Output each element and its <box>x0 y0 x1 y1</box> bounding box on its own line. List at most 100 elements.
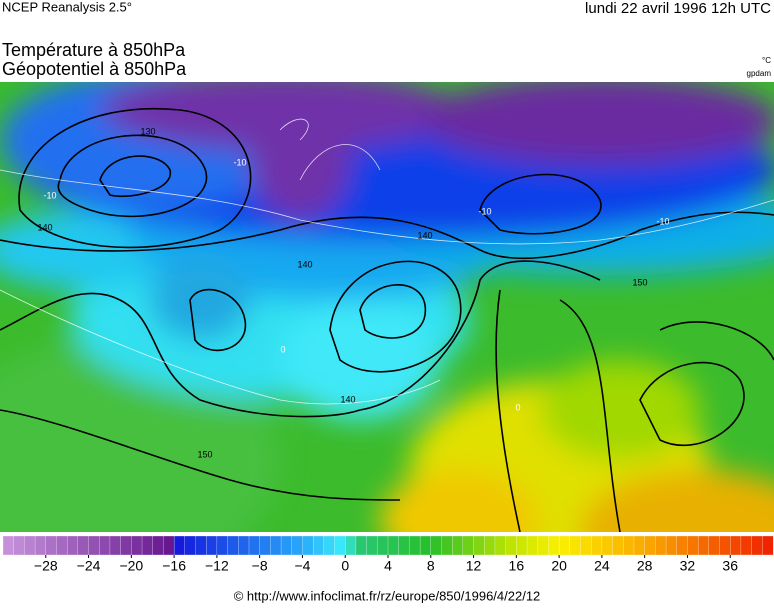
colorbar-cell <box>612 535 624 556</box>
colorbar-cell <box>473 535 485 556</box>
unit-temp: °C <box>762 56 771 65</box>
colorbar-cell <box>173 535 186 556</box>
colorbar-cell <box>623 535 635 556</box>
colorbar-cell <box>152 535 164 556</box>
colorbar-cell <box>484 535 496 556</box>
colorbar-cell <box>601 535 614 556</box>
credit: © http://www.infoclimat.fr/rz/europe/850… <box>234 588 541 603</box>
colorbar-cell <box>120 535 132 556</box>
contour-label: 0 <box>280 344 285 354</box>
contour-label: 0 <box>515 402 520 412</box>
colorbar-cell <box>387 535 400 556</box>
colorbar-tick-label: −4 <box>294 558 310 574</box>
colorbar-cell <box>452 535 464 556</box>
colorbar-tick-label: −8 <box>252 558 268 574</box>
colorbar-cell <box>34 535 47 556</box>
colorbar-cell <box>2 535 15 556</box>
colorbar-cell <box>99 535 111 556</box>
colorbar-tick-label: 16 <box>509 558 525 574</box>
contour-label: 140 <box>297 259 312 269</box>
colorbar-cell <box>655 535 667 556</box>
colorbar-tick-label: 20 <box>551 558 567 574</box>
colorbar-cell <box>516 535 528 556</box>
colorbar-cell <box>195 535 207 556</box>
colorbar-cell <box>644 535 656 556</box>
colorbar-tick-label: −20 <box>119 558 143 574</box>
colorbar-cell <box>430 535 442 556</box>
colorbar-cell <box>45 535 57 556</box>
colorbar-cell <box>345 535 357 556</box>
colorbar-cell <box>558 535 571 556</box>
colorbar-cell <box>131 535 143 556</box>
colorbar-tick-label: 0 <box>341 558 349 574</box>
colorbar-cell <box>740 535 753 556</box>
colorbar-cell <box>687 535 699 556</box>
colorbar-cell <box>419 535 432 556</box>
colorbar-cell <box>665 535 678 556</box>
colorbar-cell <box>377 535 389 556</box>
colorbar-tick-label: 36 <box>722 558 738 574</box>
contour-labels: 130 140 140 140 150 150 140 -10 -10 -10 -10 0 0 <box>37 126 669 459</box>
contour-label: 140 <box>417 230 432 240</box>
colorbar-cell <box>24 535 36 556</box>
contour-label: 150 <box>197 449 212 459</box>
colorbar-cell <box>580 535 592 556</box>
colorbar-cell <box>591 535 603 556</box>
colorbar-cell <box>227 535 239 556</box>
colorbar-cell <box>633 535 646 556</box>
colorbar-cell <box>462 535 475 556</box>
colorbar-cell <box>206 535 218 556</box>
colorbar-cell <box>526 535 539 556</box>
colorbar-cell <box>730 535 742 556</box>
colorbar-tick-label: 4 <box>384 558 392 574</box>
contour-label: 140 <box>340 394 355 404</box>
colorbar-tick-label: 28 <box>637 558 653 574</box>
colorbar-cell <box>312 535 325 556</box>
colorbar-cell <box>77 535 90 556</box>
map: 130 140 140 140 150 150 140 -10 -10 -10 -10 0 0 <box>0 82 774 532</box>
colorbar-tick-label: −12 <box>205 558 229 574</box>
source: NCEP Reanalysis 2.5° <box>2 0 132 14</box>
contour-label: 140 <box>37 222 52 232</box>
colorbar-tick-label: −24 <box>77 558 101 574</box>
colorbar-cell <box>441 535 453 556</box>
colorbar-cell <box>163 535 175 556</box>
date: lundi 22 avril 1996 12h UTC <box>585 0 771 17</box>
colorbar-tick-label: 32 <box>680 558 696 574</box>
contour-label: 130 <box>140 126 155 136</box>
colorbar-cell <box>259 535 271 556</box>
colorbar-cell <box>398 535 410 556</box>
colorbar-cell <box>238 535 250 556</box>
colorbar-cell <box>697 535 710 556</box>
colorbar-cell <box>280 535 293 556</box>
unit-geo: gpdam <box>747 69 772 78</box>
colorbar-cell <box>291 535 303 556</box>
colorbar-cell <box>676 535 688 556</box>
colorbar-cell <box>248 535 261 556</box>
colorbar-cell <box>751 535 763 556</box>
contour-label: 150 <box>632 277 647 287</box>
colorbar-cell <box>366 535 378 556</box>
colorbar-tick-label: 8 <box>427 558 435 574</box>
colorbar-cell <box>141 535 154 556</box>
colorbar-cell <box>762 535 774 556</box>
colorbar: −28 −24 −20 −16 −12 −8 −4 0 4 8 12 16 20 24 28 32 36 <box>2 535 774 574</box>
colorbar-cell <box>216 535 229 556</box>
colorbar-cell <box>334 535 346 556</box>
colorbar-tick-label: 24 <box>594 558 610 574</box>
colorbar-cell <box>708 535 720 556</box>
colorbar-tick-label: −16 <box>162 558 186 574</box>
colorbar-cell <box>409 535 421 556</box>
colorbar-cell <box>569 535 581 556</box>
contour-label: -10 <box>233 157 246 167</box>
colorbar-cell <box>355 535 368 556</box>
contour-label: -10 <box>43 190 56 200</box>
colorbar-cell <box>537 535 549 556</box>
colorbar-cell <box>548 535 560 556</box>
colorbar-cell <box>13 535 25 556</box>
colorbar-cell <box>56 535 68 556</box>
colorbar-tick-label: 12 <box>466 558 482 574</box>
contour-label: -10 <box>656 216 669 226</box>
colorbar-cell <box>505 535 517 556</box>
